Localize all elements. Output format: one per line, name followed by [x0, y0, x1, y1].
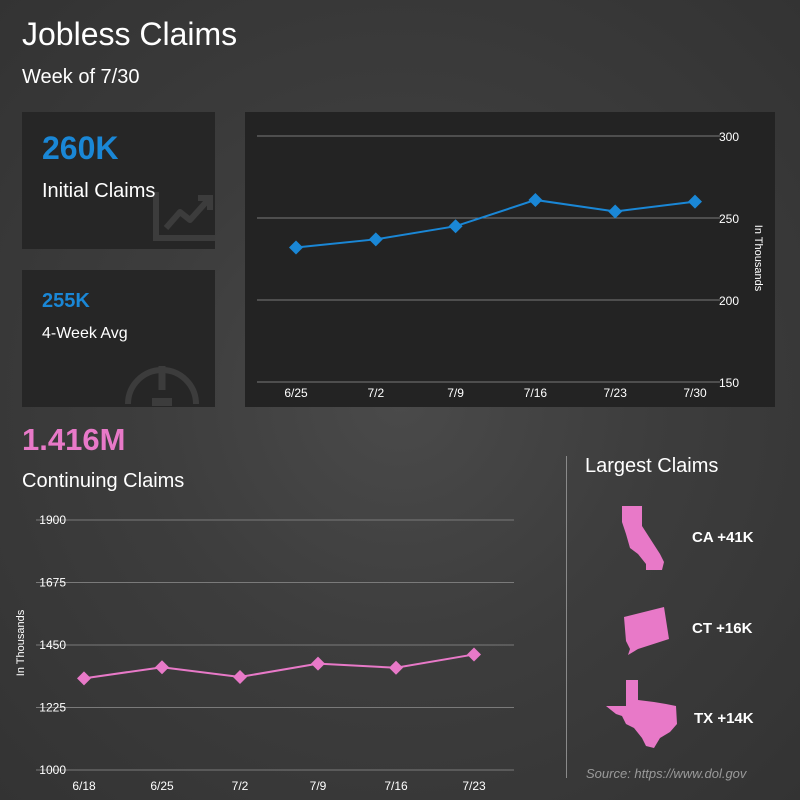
data-point [389, 660, 403, 675]
state-label-ct: CT +16K [692, 620, 753, 637]
four-week-avg-card: 255K 4-Week Avg [22, 270, 215, 407]
y-tick-label: 150 [719, 376, 739, 390]
source-note: Source: https://www.dol.gov [586, 766, 747, 781]
x-tick-label: 7/16 [384, 779, 408, 793]
initial-claims-value: 260K [42, 130, 119, 166]
y-tick-label: 1675 [39, 576, 66, 590]
gauge-icon [125, 366, 199, 406]
x-tick-label: 7/30 [683, 386, 707, 400]
section-divider [566, 456, 567, 778]
data-point [688, 194, 702, 209]
y-tick-label: 1225 [39, 701, 66, 715]
texas-icon [606, 680, 677, 748]
continuing-claims-value: 1.416M [22, 422, 126, 457]
y-tick-label: 300 [719, 130, 739, 144]
data-point [467, 647, 481, 662]
data-point [155, 660, 169, 675]
y-tick-label: 1900 [39, 513, 66, 527]
state-label-ca: CA +41K [692, 529, 754, 546]
initial-claims-label: Initial Claims [42, 180, 156, 202]
x-tick-label: 7/23 [462, 779, 486, 793]
data-point [289, 240, 303, 255]
x-tick-label: 7/23 [604, 386, 628, 400]
y-tick-label: 1000 [39, 763, 66, 777]
x-tick-label: 7/2 [232, 779, 249, 793]
data-point [448, 219, 463, 234]
series-line [295, 198, 696, 249]
y-axis-label: In Thousands [15, 609, 27, 676]
initial-claims-chart: 150 200 250 300 6/25 7/2 7/9 7/16 7/23 7/30 In Tho… [257, 130, 764, 400]
y-tick-label: 1450 [39, 638, 66, 652]
california-icon [622, 506, 664, 570]
y-tick-label: 250 [719, 212, 739, 226]
four-week-avg-value: 255K [42, 290, 90, 312]
x-tick-label: 6/25 [150, 779, 174, 793]
connecticut-icon [624, 607, 669, 655]
data-point [77, 671, 91, 686]
initial-claims-chart-panel: 150 200 250 300 6/25 7/2 7/9 7/16 7/23 7/30 In Tho… [245, 112, 775, 407]
y-axis-label: In Thousands [752, 225, 764, 292]
series-line [83, 653, 475, 680]
x-tick-label: 7/9 [310, 779, 327, 793]
x-tick-label: 7/16 [524, 386, 548, 400]
y-tick-label: 200 [719, 294, 739, 308]
initial-claims-card: 260K Initial Claims [22, 112, 215, 249]
four-week-avg-label: 4-Week Avg [42, 325, 128, 342]
data-point [311, 656, 325, 671]
x-tick-label: 7/2 [367, 386, 384, 400]
largest-claims-title: Largest Claims [585, 455, 719, 477]
state-label-tx: TX +14K [694, 710, 754, 727]
continuing-claims-label: Continuing Claims [22, 470, 185, 492]
page-title: Jobless Claims [22, 16, 238, 52]
data-point [233, 669, 247, 684]
data-point [608, 204, 623, 219]
x-tick-label: 6/25 [284, 386, 308, 400]
x-tick-label: 6/18 [72, 779, 96, 793]
page-subtitle: Week of 7/30 [22, 66, 140, 88]
x-tick-label: 7/9 [447, 386, 464, 400]
chart-trend-icon [153, 192, 215, 241]
data-point [528, 192, 543, 207]
continuing-claims-chart: 1000 1225 1450 1675 1900 6/18 6/25 7/2 7/9 7/16 7/… [15, 513, 514, 793]
data-point [368, 232, 383, 247]
